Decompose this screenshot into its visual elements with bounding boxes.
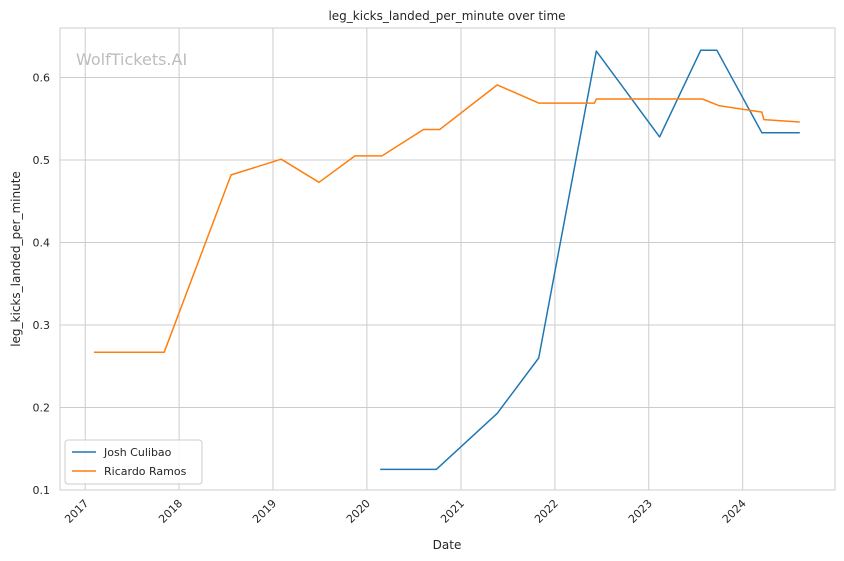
y-tick-labels: 0.1 0.2 0.3 0.4 0.5 0.6 — [33, 72, 51, 498]
x-tick-label: 2018 — [156, 497, 185, 526]
chart-title: leg_kicks_landed_per_minute over time — [328, 9, 565, 23]
x-tick-label: 2021 — [438, 497, 467, 526]
x-tick-label: 2019 — [250, 497, 279, 526]
legend-label-ricardo-ramos: Ricardo Ramos — [104, 465, 187, 478]
x-tick-label: 2022 — [532, 497, 561, 526]
x-tick-label: 2023 — [626, 497, 655, 526]
series-layer — [94, 49, 800, 471]
x-tick-label: 2024 — [720, 497, 749, 526]
series-line-ricardo-ramos — [94, 84, 800, 353]
plot-area-border — [59, 27, 836, 491]
legend: Josh Culibao Ricardo Ramos — [64, 439, 203, 485]
legend-box — [64, 439, 203, 485]
y-tick-label: 0.1 — [33, 484, 51, 497]
x-tick-label: 2020 — [344, 497, 373, 526]
y-tick-label: 0.6 — [33, 72, 51, 85]
grid — [60, 28, 835, 491]
y-tick-label: 0.2 — [33, 402, 51, 415]
x-axis-label: Date — [433, 538, 462, 552]
y-axis-label: leg_kicks_landed_per_minute — [9, 171, 23, 347]
x-tick-labels: 2017 2018 2019 2020 2021 2022 2023 2024 — [62, 497, 748, 526]
legend-label-josh-culibao: Josh Culibao — [103, 446, 172, 459]
y-tick-label: 0.5 — [33, 154, 51, 167]
x-tick-label: 2017 — [62, 497, 91, 526]
y-tick-label: 0.3 — [33, 319, 51, 332]
y-tick-label: 0.4 — [33, 237, 51, 250]
watermark: WolfTickets.AI — [76, 50, 187, 69]
series-line-josh-culibao — [380, 49, 800, 471]
